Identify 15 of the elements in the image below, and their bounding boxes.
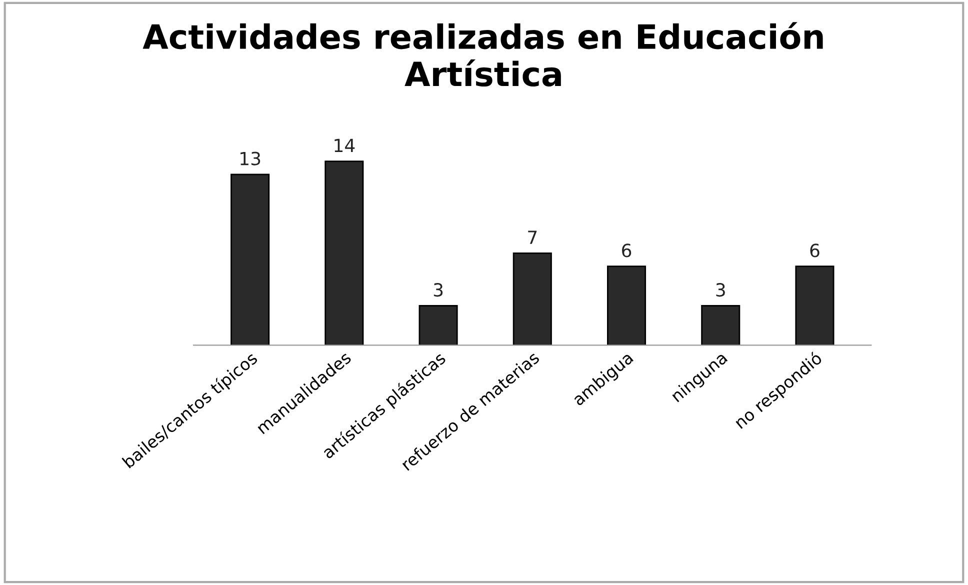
bar xyxy=(606,266,646,346)
data-label: 14 xyxy=(334,138,355,152)
bar xyxy=(230,174,270,346)
bar xyxy=(418,305,458,346)
data-label: 7 xyxy=(528,230,537,244)
data-label: 6 xyxy=(810,244,820,258)
data-label: 13 xyxy=(240,152,260,166)
bar xyxy=(324,160,364,346)
data-label: 3 xyxy=(716,283,725,297)
bar xyxy=(701,305,740,346)
data-label: 3 xyxy=(434,283,443,297)
data-label: 6 xyxy=(622,244,632,258)
chart-title: Actividades realizadas en Educación Artística xyxy=(142,22,823,87)
bar xyxy=(512,252,552,346)
bar xyxy=(795,266,834,346)
